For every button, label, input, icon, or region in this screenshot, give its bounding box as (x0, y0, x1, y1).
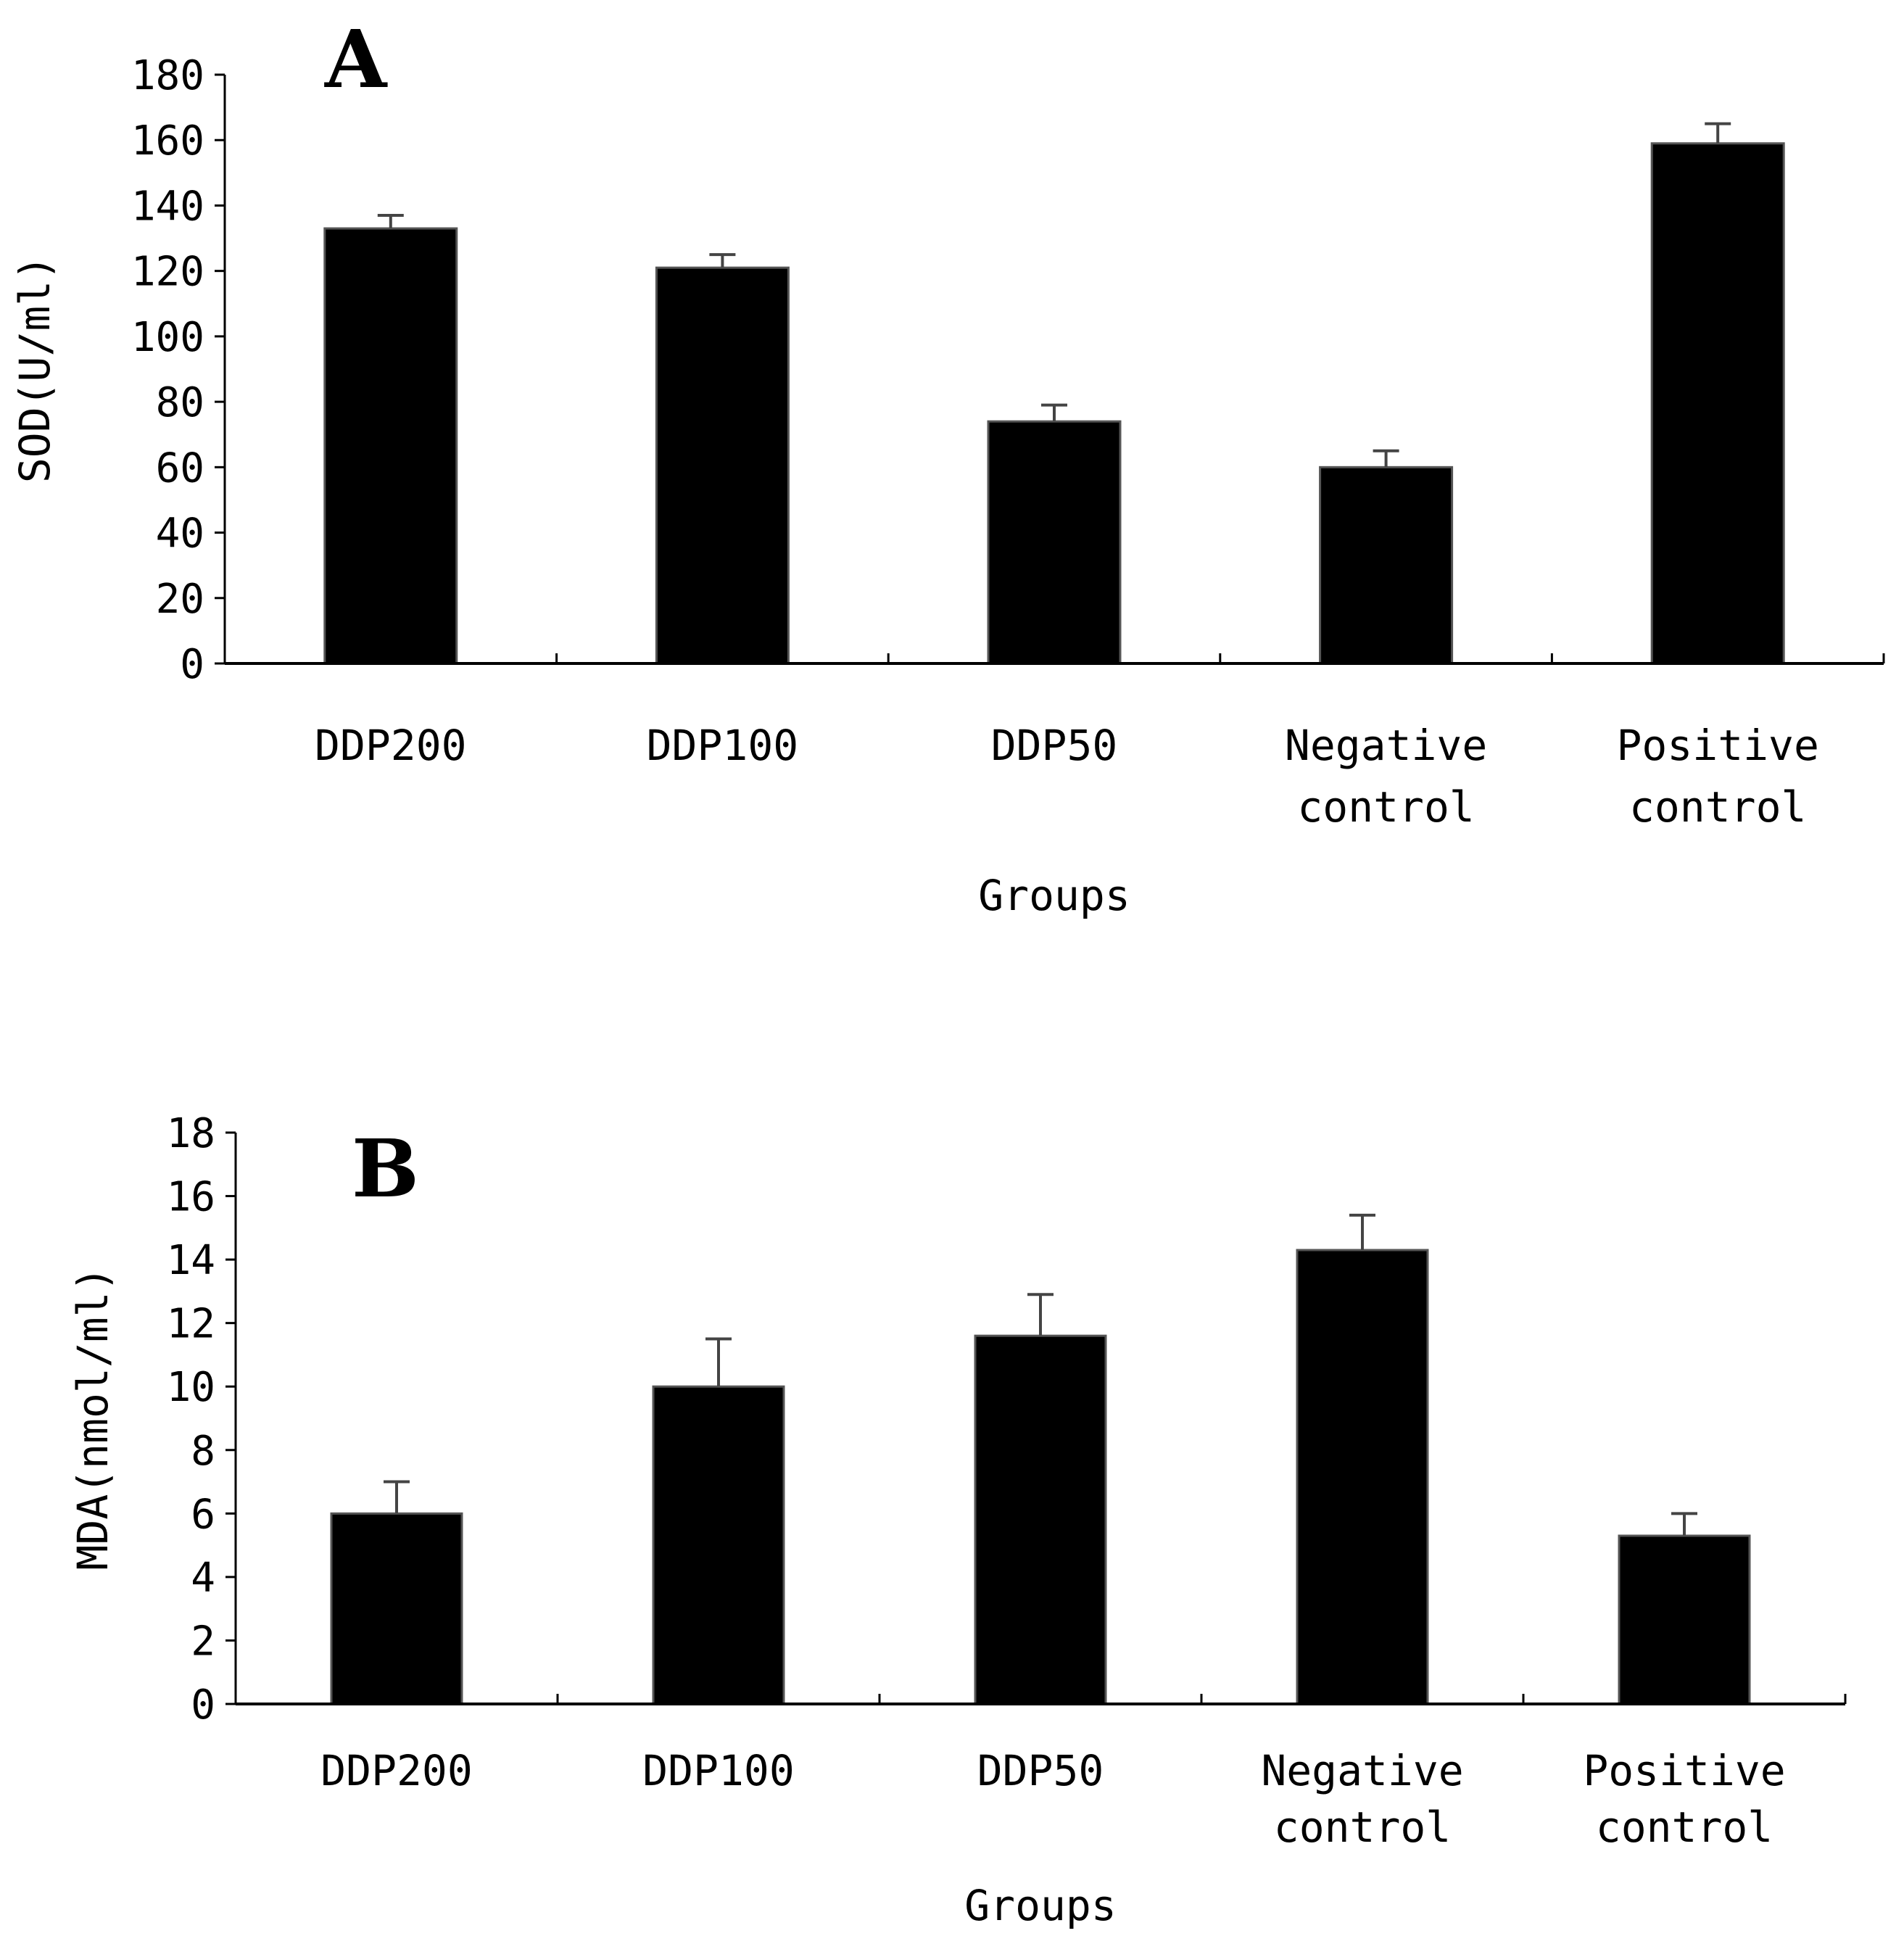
bar (1319, 466, 1454, 665)
y-tick-label: 14 (167, 1237, 215, 1284)
x-category-label: control (1596, 1803, 1773, 1852)
x-category-label: DDP200 (320, 1746, 473, 1795)
x-category-label: DDP200 (315, 721, 467, 770)
x-axis-title: Groups (978, 871, 1130, 920)
x-category-label: DDP100 (647, 721, 799, 770)
y-tick-label: 160 (131, 117, 204, 165)
y-tick-label: 20 (156, 576, 204, 623)
panel-label: A (324, 12, 388, 106)
x-category-label: DDP100 (642, 1746, 795, 1795)
bar (330, 1512, 463, 1705)
y-tick-label: 6 (191, 1491, 215, 1538)
y-tick-label: 4 (191, 1555, 215, 1602)
x-category-label: Positive (1617, 721, 1819, 770)
y-tick-label: 16 (167, 1174, 215, 1221)
y-tick-label: 18 (167, 1110, 215, 1157)
y-tick-label: 10 (167, 1364, 215, 1411)
x-category-label: control (1274, 1803, 1451, 1852)
x-category-label: Positive (1583, 1746, 1785, 1795)
chart-panel-a: 0 20 40 60 80 100 120 140 160 180 DDP200 DDP100 DDP5… (10, 12, 1885, 920)
y-tick-label: 12 (167, 1301, 215, 1348)
bar (987, 420, 1122, 665)
x-category-label: control (1629, 782, 1806, 832)
y-tick-label: 40 (156, 510, 204, 558)
x-category-label: DDP50 (991, 721, 1118, 770)
x-category-label: control (1297, 782, 1474, 832)
x-category-label: Negative (1285, 721, 1487, 770)
y-tick-label: 100 (131, 314, 204, 361)
bar (652, 1385, 785, 1705)
y-tick-label: 120 (131, 249, 204, 296)
chart-panel-b: 0 2 4 6 8 10 12 14 16 18 DDP200 DDP100 DDP50 Negative… (68, 1110, 1847, 1930)
bar (1650, 142, 1785, 665)
x-category-label: Negative (1261, 1746, 1463, 1795)
y-tick-label: 140 (131, 183, 204, 230)
x-axis-title: Groups (964, 1881, 1117, 1930)
y-axis-title: MDA(nmol/ml) (68, 1266, 117, 1570)
bar (323, 227, 458, 665)
y-tick-label: 0 (191, 1681, 215, 1729)
y-axis-title: SOD(U/ml) (10, 255, 59, 483)
x-category-label: DDP50 (977, 1746, 1104, 1795)
bar (655, 266, 790, 665)
y-tick-label: 8 (191, 1428, 215, 1475)
y-tick-label: 80 (156, 379, 204, 426)
y-tick-label: 2 (191, 1618, 215, 1665)
bar (1296, 1249, 1429, 1705)
y-tick-label: 180 (131, 52, 204, 99)
y-tick-label: 60 (156, 444, 204, 492)
panel-label: B (352, 1122, 419, 1215)
bar (1618, 1534, 1751, 1705)
y-tick-label: 0 (180, 641, 204, 688)
bar (974, 1334, 1107, 1705)
